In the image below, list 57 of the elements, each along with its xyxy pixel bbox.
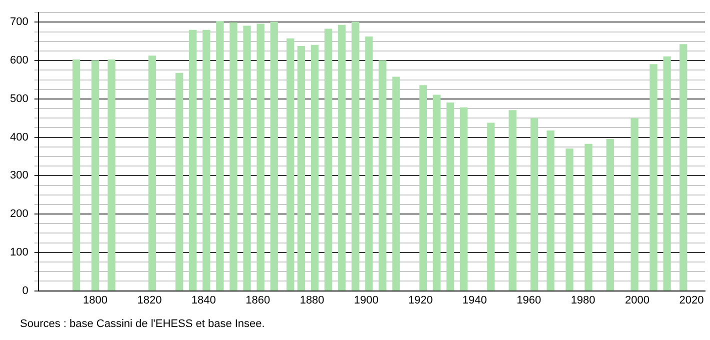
bar [446, 102, 454, 291]
bar [310, 44, 319, 291]
bar [546, 130, 554, 291]
y-tick-label: 100 [10, 246, 28, 258]
bar [419, 85, 427, 291]
bar [352, 22, 360, 291]
y-tick-label: 0 [22, 284, 28, 297]
y-tick-label: 700 [10, 16, 28, 28]
bar [297, 46, 306, 291]
bar [392, 76, 400, 291]
x-tick-label: 1840 [191, 294, 216, 306]
bar [270, 22, 278, 291]
bar [256, 24, 264, 291]
x-tick-label: 1940 [462, 294, 487, 306]
bar [91, 60, 100, 291]
x-tick-label: 1860 [246, 294, 270, 306]
x-tick-label: 1980 [570, 294, 596, 306]
bar [148, 56, 156, 291]
y-tick-label: 200 [10, 208, 28, 220]
bar [679, 44, 688, 291]
bar [175, 72, 184, 291]
bar [487, 122, 495, 291]
x-tick-label: 1900 [354, 294, 378, 306]
bar [663, 56, 671, 291]
x-tick-label: 2020 [679, 294, 704, 306]
bar [566, 148, 574, 291]
bar [584, 144, 592, 291]
x-tick-label: 1960 [516, 294, 542, 306]
x-tick-label: 2000 [625, 294, 650, 306]
x-tick-label: 1920 [408, 294, 433, 306]
bar [508, 110, 516, 291]
bar [202, 30, 210, 291]
bar [338, 24, 346, 291]
x-tick-label: 1820 [137, 294, 162, 306]
bar [378, 60, 386, 291]
bar [530, 118, 538, 291]
bar [108, 59, 116, 291]
y-tick-label: 500 [10, 92, 28, 105]
bar [286, 38, 294, 291]
x-tick-label: 1880 [300, 294, 324, 306]
bar [324, 28, 332, 291]
y-tick-label: 300 [10, 170, 28, 182]
bar [188, 30, 197, 291]
bar [230, 22, 238, 291]
bar [216, 21, 224, 291]
bar [365, 36, 373, 291]
bar [432, 94, 441, 291]
bar [72, 59, 80, 291]
source-note: Sources : base Cassini de l'EHESS et base Insee. [20, 318, 265, 330]
bar [630, 118, 638, 291]
bar [460, 107, 468, 291]
x-tick-label: 1800 [83, 294, 108, 306]
bar [606, 138, 614, 291]
bar [243, 26, 251, 291]
bar [650, 64, 658, 291]
y-tick-label: 600 [10, 54, 28, 67]
y-tick-label: 400 [10, 131, 28, 144]
